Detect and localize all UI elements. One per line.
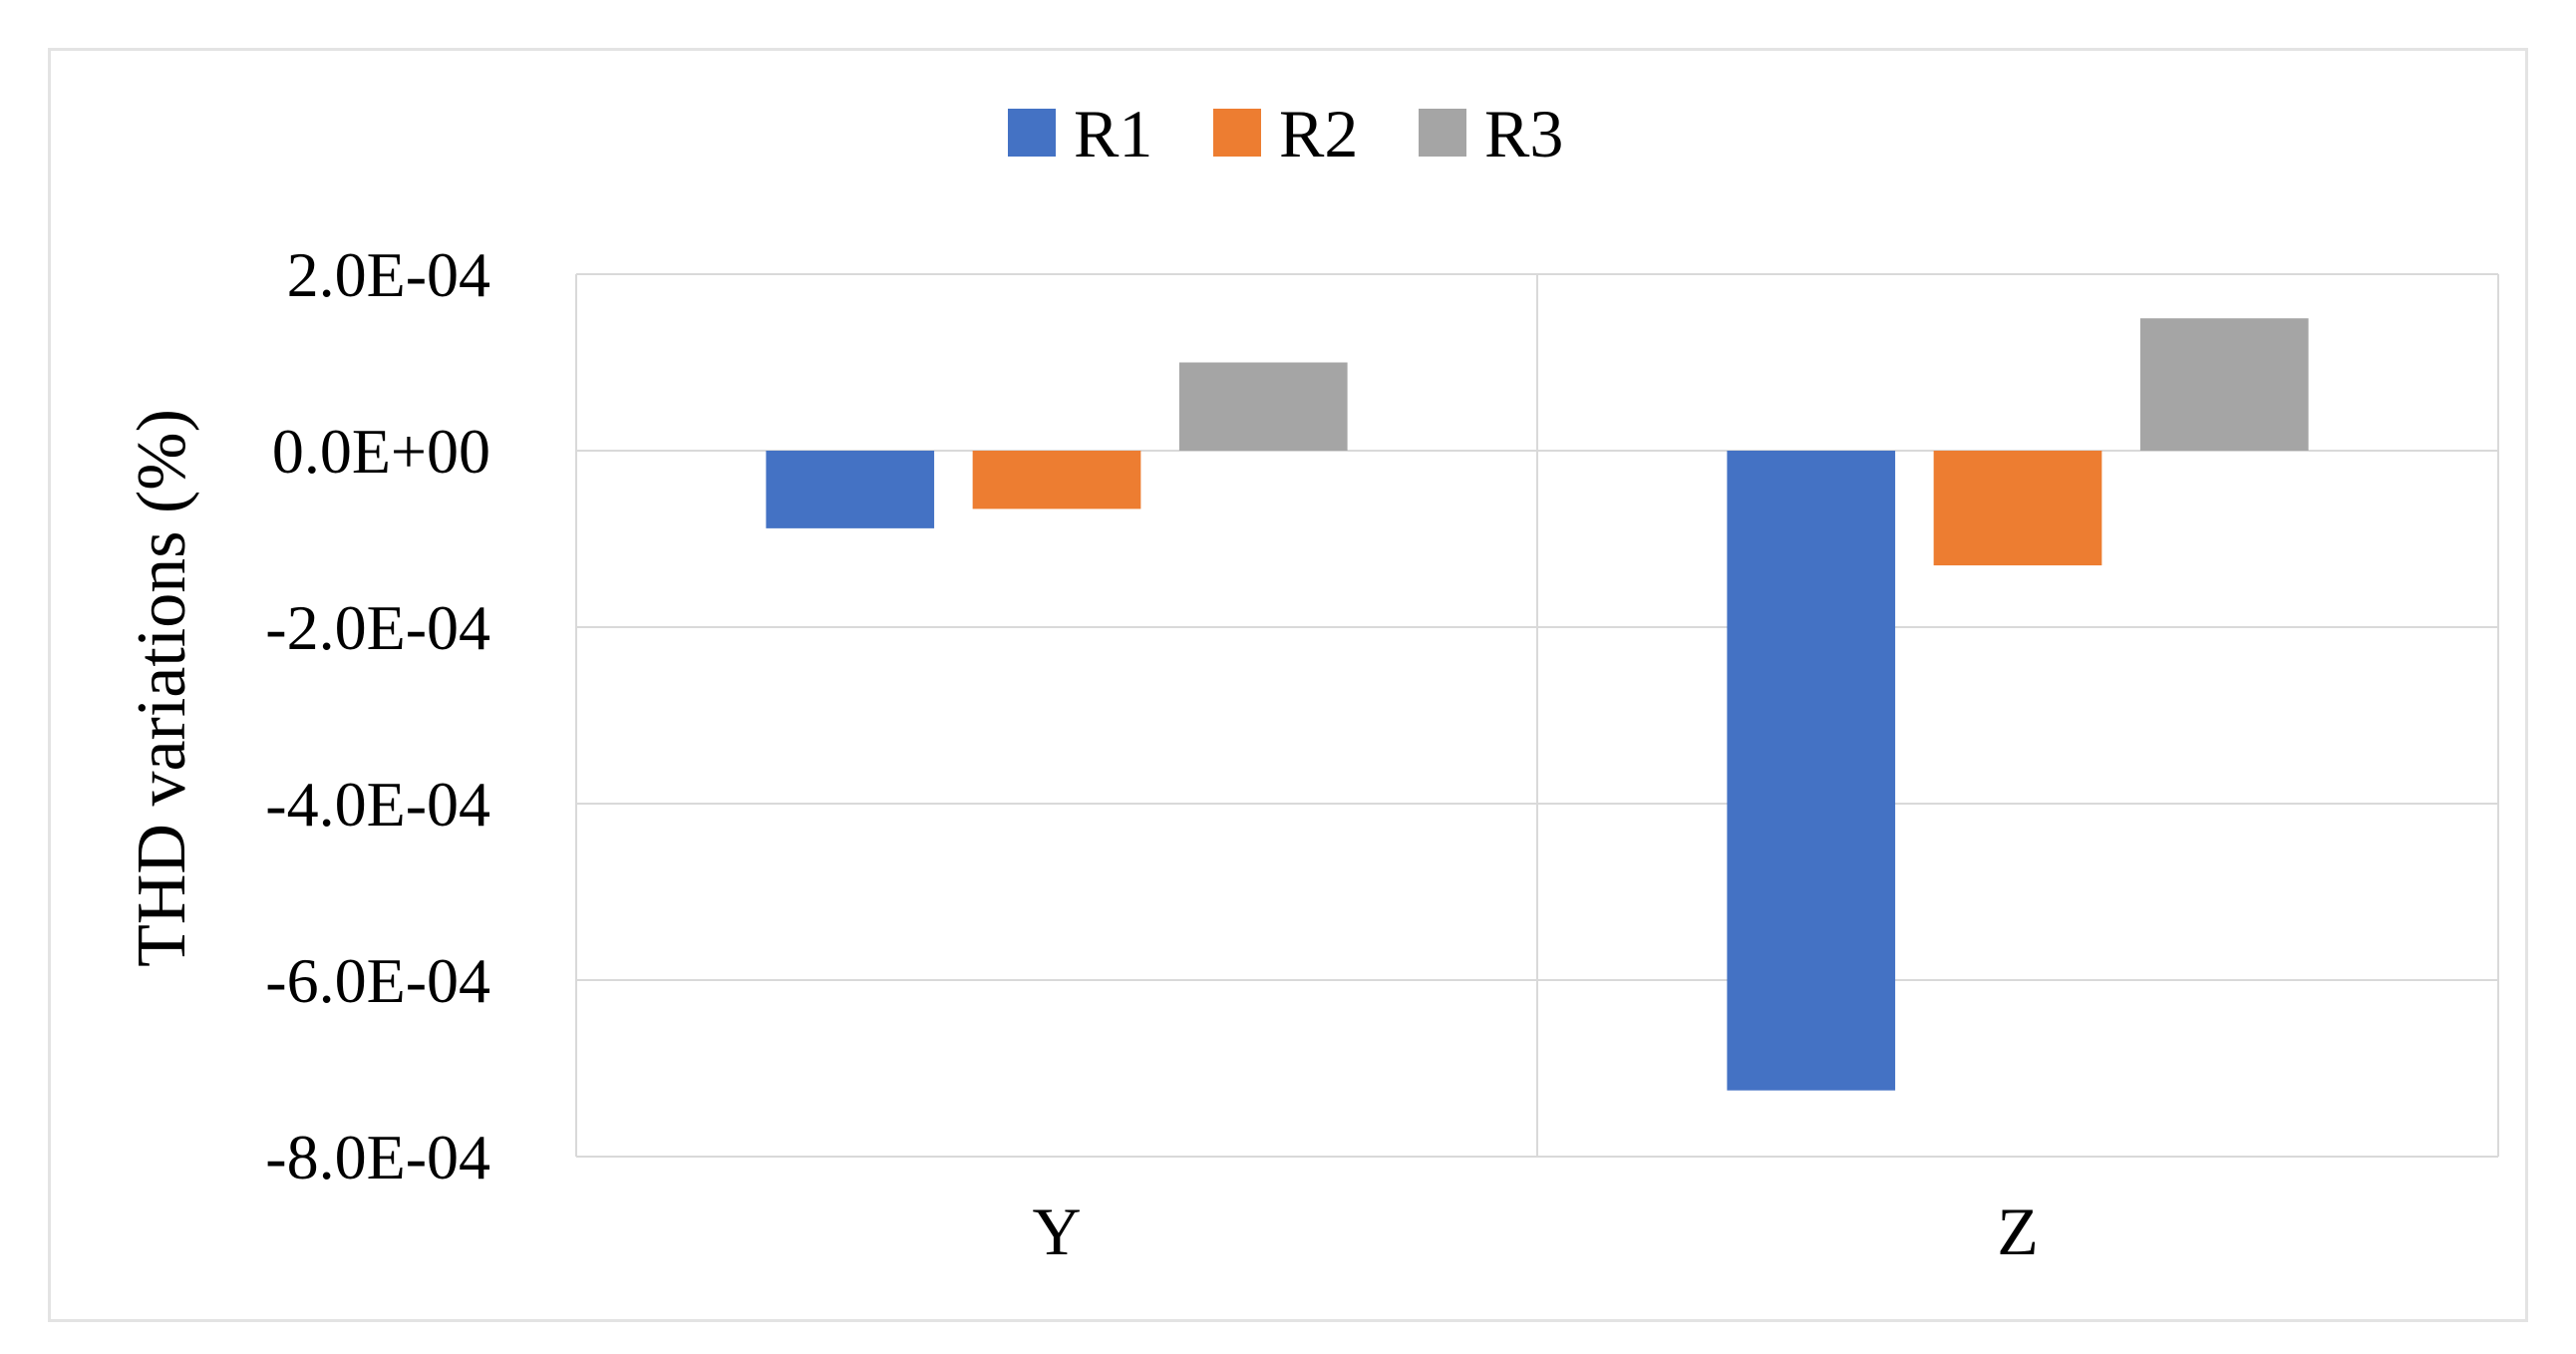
- legend-swatch-r2: [1213, 109, 1261, 157]
- y-tick-labels: 2.0E-04 0.0E+00 -2.0E-04 -4.0E-04 -6.0E-04 -8…: [265, 239, 490, 1192]
- bar-r1-z: [1727, 451, 1896, 1091]
- bar-r3-y: [1178, 362, 1348, 451]
- y-tick-label: -8.0E-04: [265, 1122, 490, 1192]
- x-category-label: Z: [1997, 1193, 2039, 1269]
- legend-label-r3: R3: [1484, 96, 1563, 171]
- bars: [766, 318, 2309, 1091]
- legend: R1 R2 R3: [1008, 96, 1563, 171]
- bar-r1-y: [766, 451, 935, 528]
- y-tick-label: -2.0E-04: [265, 592, 490, 663]
- legend-swatch-r3: [1419, 109, 1466, 157]
- y-tick-label: 0.0E+00: [272, 416, 490, 487]
- bar-r2-y: [972, 451, 1141, 509]
- bar-r2-z: [1933, 451, 2102, 566]
- y-axis-title: THD variations (%): [124, 409, 200, 967]
- y-tick-label: 2.0E-04: [287, 239, 490, 310]
- bar-r3-z: [2139, 318, 2309, 451]
- x-category-label: Y: [1032, 1193, 1081, 1269]
- y-tick-label: -6.0E-04: [265, 945, 490, 1016]
- y-tick-label: -4.0E-04: [265, 769, 490, 840]
- legend-swatch-r1: [1008, 109, 1056, 157]
- chart-frame: [48, 48, 2528, 1322]
- legend-label-r1: R1: [1074, 96, 1152, 171]
- legend-label-r2: R2: [1279, 96, 1358, 171]
